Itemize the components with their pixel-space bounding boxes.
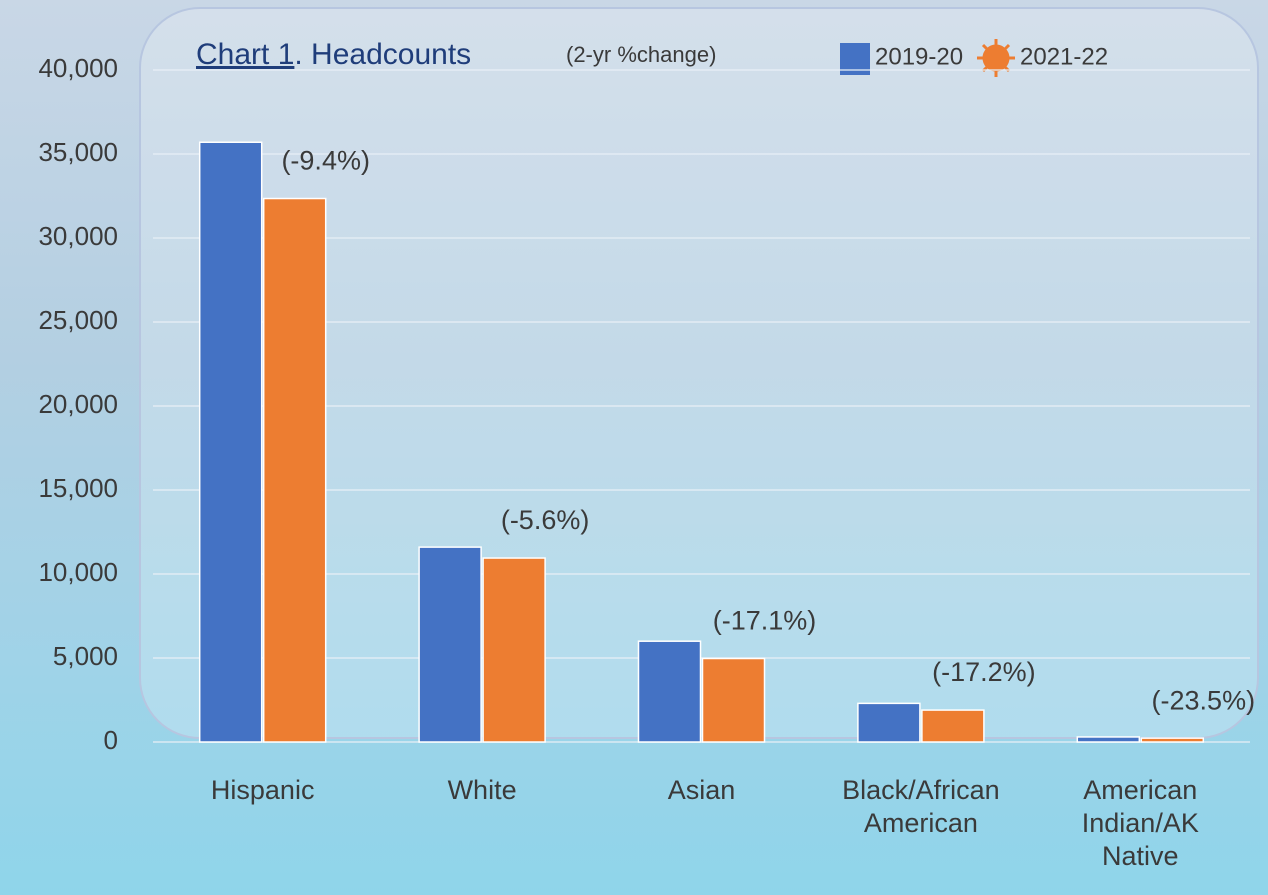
data-annotation: (-17.1%) bbox=[713, 606, 817, 636]
data-annotation: (-5.6%) bbox=[501, 505, 590, 535]
slide: Chart 1. Headcounts (2-yr %change) 2019-… bbox=[0, 0, 1268, 895]
x-tick-label: American Indian/AK Native bbox=[1060, 774, 1220, 873]
bar bbox=[858, 703, 920, 742]
chart-subtitle: (2-yr %change) bbox=[566, 42, 716, 67]
x-tick-label: White bbox=[382, 774, 582, 807]
y-tick-label: 25,000 bbox=[38, 305, 118, 335]
data-annotation: (-9.4%) bbox=[281, 146, 370, 176]
y-tick-label: 30,000 bbox=[38, 221, 118, 251]
x-tick-label: Hispanic bbox=[163, 774, 363, 807]
y-tick-label: 5,000 bbox=[53, 641, 118, 671]
bar bbox=[264, 199, 326, 742]
title-text: . Headcounts bbox=[294, 38, 471, 71]
chart-title: Chart 1. Headcounts bbox=[196, 38, 471, 71]
title-link[interactable]: Chart 1 bbox=[196, 38, 294, 71]
bar bbox=[922, 710, 984, 742]
bar bbox=[200, 142, 262, 742]
bar bbox=[639, 641, 701, 742]
bar bbox=[1141, 738, 1203, 742]
y-tick-label: 10,000 bbox=[38, 557, 118, 587]
bar bbox=[703, 659, 765, 742]
legend-label: 2019-20 bbox=[875, 43, 963, 70]
bar bbox=[483, 558, 545, 742]
x-tick-label: Black/African American bbox=[841, 774, 1001, 840]
chart: Chart 1. Headcounts (2-yr %change) 2019-… bbox=[0, 0, 1268, 895]
legend-label: 2021-22 bbox=[1020, 43, 1108, 70]
y-tick-label: 0 bbox=[104, 725, 118, 755]
y-tick-label: 40,000 bbox=[38, 53, 118, 83]
bar bbox=[419, 547, 481, 742]
y-tick-label: 20,000 bbox=[38, 389, 118, 419]
y-tick-label: 35,000 bbox=[38, 137, 118, 167]
y-tick-label: 15,000 bbox=[38, 473, 118, 503]
x-tick-label: Asian bbox=[602, 774, 802, 807]
data-annotation: (-17.2%) bbox=[932, 657, 1036, 687]
data-annotation: (-23.5%) bbox=[1152, 685, 1256, 715]
bar bbox=[1077, 737, 1139, 742]
